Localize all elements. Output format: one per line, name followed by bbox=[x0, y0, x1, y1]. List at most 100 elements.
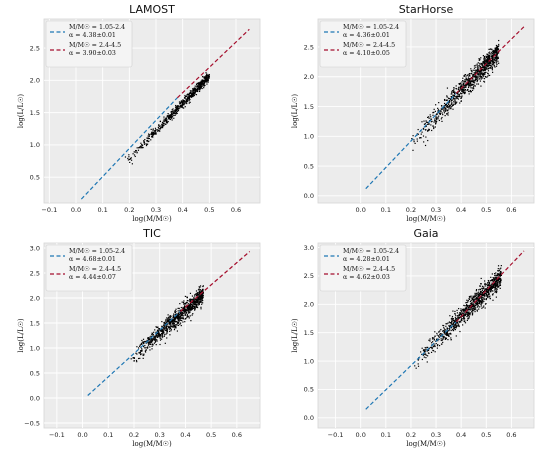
data-point bbox=[435, 118, 438, 120]
data-point bbox=[467, 313, 469, 315]
data-point bbox=[202, 82, 204, 84]
data-point bbox=[443, 332, 445, 334]
data-point bbox=[455, 322, 457, 324]
data-point bbox=[164, 323, 166, 325]
data-point bbox=[190, 298, 192, 300]
data-point bbox=[477, 62, 479, 64]
data-point bbox=[460, 92, 462, 94]
data-point bbox=[456, 317, 458, 320]
data-point bbox=[168, 323, 170, 325]
data-point bbox=[474, 308, 476, 310]
data-point bbox=[193, 87, 195, 89]
data-point bbox=[171, 116, 173, 118]
data-point bbox=[186, 98, 188, 100]
fit-line-high-mass bbox=[179, 251, 251, 312]
data-point bbox=[493, 60, 495, 62]
data-point bbox=[489, 287, 491, 289]
y-tick-label: −0.5 bbox=[24, 419, 40, 427]
data-point bbox=[458, 88, 460, 90]
data-point bbox=[158, 333, 161, 335]
data-point bbox=[177, 314, 180, 316]
data-point bbox=[493, 284, 496, 286]
data-point bbox=[468, 80, 470, 82]
data-point bbox=[175, 308, 177, 310]
data-point bbox=[153, 133, 155, 135]
y-axis-label: log(L/L☉) bbox=[291, 318, 299, 353]
data-point bbox=[143, 353, 145, 355]
data-point bbox=[479, 285, 481, 287]
data-point bbox=[145, 144, 148, 147]
data-point bbox=[202, 299, 204, 302]
x-tick-label: 0.0 bbox=[356, 206, 366, 214]
data-point bbox=[155, 339, 157, 341]
data-point bbox=[441, 343, 443, 345]
data-point bbox=[495, 65, 498, 67]
panel-starhorse: 0.0 0.1 0.2 0.3 0.4 0.5 0.60.00.51.01.52.02.5M… bbox=[291, 3, 535, 223]
data-point bbox=[201, 85, 204, 87]
data-point bbox=[487, 285, 489, 287]
data-point bbox=[498, 270, 500, 272]
data-point bbox=[450, 322, 453, 324]
data-point bbox=[195, 301, 198, 303]
data-point bbox=[198, 85, 200, 87]
data-point bbox=[479, 300, 482, 303]
data-point bbox=[184, 308, 186, 310]
data-point bbox=[499, 279, 501, 282]
data-point bbox=[462, 82, 465, 84]
panel-gaia: −0.1 0.0 0.1 0.2 0.3 0.4 0.5 0.60.00.51.01.52.0… bbox=[291, 227, 535, 448]
data-point bbox=[454, 322, 457, 324]
data-point bbox=[194, 295, 196, 297]
data-point bbox=[146, 339, 148, 342]
data-point bbox=[157, 126, 159, 129]
data-point bbox=[176, 324, 178, 326]
data-point bbox=[464, 311, 466, 313]
data-point bbox=[151, 343, 153, 345]
data-point bbox=[444, 108, 446, 110]
data-point bbox=[496, 285, 498, 287]
data-point bbox=[488, 56, 490, 58]
data-point bbox=[472, 304, 474, 306]
data-point bbox=[141, 143, 143, 146]
data-point bbox=[139, 146, 141, 148]
data-point bbox=[149, 349, 151, 351]
data-point bbox=[434, 331, 436, 333]
data-point bbox=[437, 117, 439, 119]
data-point bbox=[205, 78, 207, 80]
data-point bbox=[494, 274, 496, 277]
data-point bbox=[499, 268, 501, 270]
data-point bbox=[189, 306, 191, 308]
data-point bbox=[480, 277, 482, 280]
data-point bbox=[484, 61, 486, 63]
data-point bbox=[182, 317, 184, 319]
data-point bbox=[149, 346, 151, 348]
data-point bbox=[156, 335, 158, 337]
data-point bbox=[180, 313, 182, 315]
data-point bbox=[473, 306, 475, 308]
data-point bbox=[154, 338, 156, 341]
data-point bbox=[134, 155, 136, 158]
data-point bbox=[168, 319, 170, 321]
data-point bbox=[190, 93, 192, 95]
data-point bbox=[173, 117, 175, 119]
data-point bbox=[498, 62, 500, 64]
data-point bbox=[179, 315, 181, 318]
data-point bbox=[184, 295, 186, 298]
data-point bbox=[464, 79, 466, 81]
data-point bbox=[428, 348, 430, 350]
data-point bbox=[491, 279, 493, 281]
data-point bbox=[456, 97, 458, 99]
data-point bbox=[491, 285, 493, 287]
data-point bbox=[454, 320, 456, 322]
data-point bbox=[432, 341, 434, 343]
data-point bbox=[483, 57, 485, 59]
data-point bbox=[438, 102, 440, 104]
data-point bbox=[479, 290, 482, 293]
data-point bbox=[175, 113, 177, 115]
y-tick-label: 1.0 bbox=[304, 133, 314, 141]
data-point bbox=[163, 322, 165, 324]
data-point bbox=[180, 106, 182, 108]
data-point bbox=[477, 299, 479, 302]
data-point bbox=[149, 336, 151, 338]
data-point bbox=[413, 139, 415, 141]
data-point bbox=[442, 324, 444, 327]
